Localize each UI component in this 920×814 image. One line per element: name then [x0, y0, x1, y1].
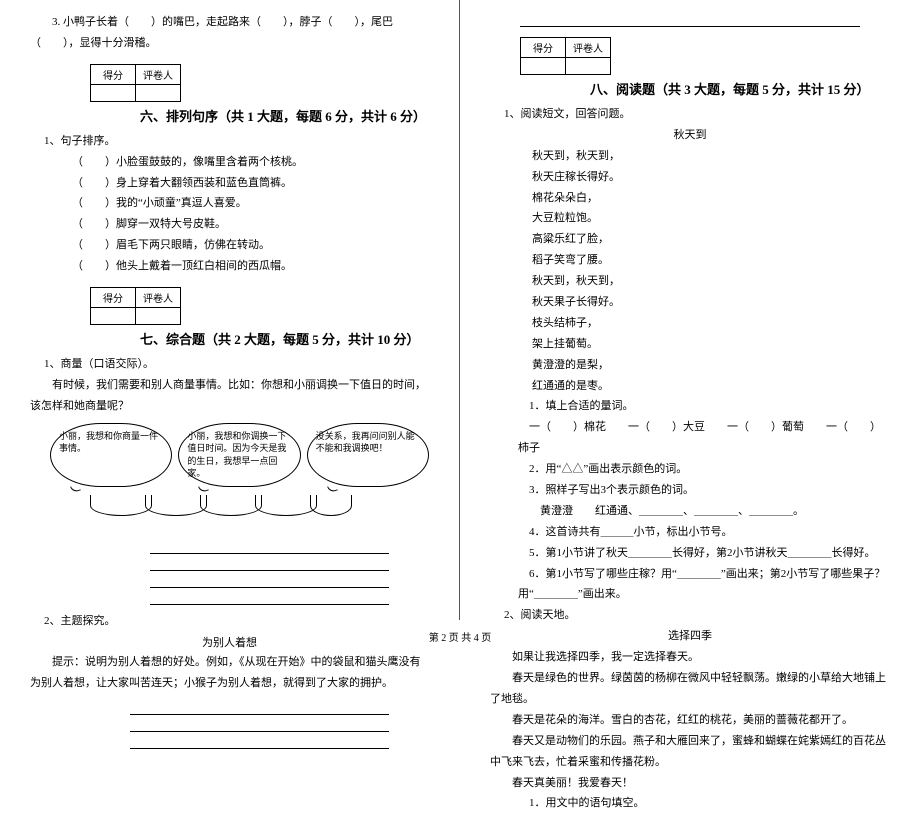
sec7-2-body: 提示：说明为别人着想的好处。例如，《从现在开始》中的袋鼠和猫头鹰没有为别人着想，…: [30, 652, 429, 694]
poem-l8: 秋天果子长得好。: [490, 292, 890, 313]
poem-l2: 棉花朵朵白，: [490, 188, 890, 209]
answer-lines-1: [150, 537, 389, 605]
sec7-1-body: 有时候，我们需要和别人商量事情。比如：你想和小丽调换一下值日的时间，该怎样和她商…: [30, 375, 429, 417]
left-column: 3. 小鸭子长着（ ）的嘴巴，走起路来（ ），脖子（ ），尾巴（ ），显得十分滑…: [0, 0, 460, 620]
grader-cell: [136, 84, 181, 101]
score-table-6: 得分 评卷人: [90, 64, 181, 102]
q3-line: 3. 小鸭子长着（ ）的嘴巴，走起路来（ ），脖子（ ），尾巴（ ），显得十分滑…: [30, 12, 429, 54]
poem-l5: 稻子笑弯了腰。: [490, 250, 890, 271]
para3: 春天是花朵的海洋。雪白的杏花，红红的桃花，美丽的蔷薇花都开了。: [490, 710, 890, 731]
rq2: 2．用“△△”画出表示颜色的词。: [490, 459, 890, 480]
sec6-l3: （ ）脚穿一双特大号皮鞋。: [30, 214, 429, 235]
sec6-l1: （ ）身上穿着大翻领西装和蓝色直筒裤。: [30, 173, 429, 194]
poem-l3: 大豆粒粒饱。: [490, 208, 890, 229]
read-q1: 1．用文中的语句填空。: [490, 793, 890, 814]
speech-bubble-1: 小丽，我想和你商量一件事情。: [50, 423, 172, 487]
sec8-1: 1、阅读短文，回答问题。: [490, 104, 890, 125]
score-cell: [91, 84, 136, 101]
poem-l12: 红通通的是枣。: [490, 376, 890, 397]
sec6-l2: （ ）我的“小顽童”真逗人喜爱。: [30, 193, 429, 214]
section-6-title: 六、排列句序（共 1 大题，每题 6 分，共计 6 分）: [30, 106, 429, 125]
section-8-title: 八、阅读题（共 3 大题，每题 5 分，共计 15 分）: [490, 79, 890, 98]
answer-lines-2: [130, 698, 389, 749]
sec8-2: 2、阅读天地。: [490, 605, 890, 626]
poem-l1: 秋天庄稼长得好。: [490, 167, 890, 188]
score-table-7: 得分 评卷人: [90, 287, 181, 325]
score-table-8: 得分 评卷人: [520, 37, 611, 75]
grader-cell: [136, 308, 181, 325]
thought-cloud: [90, 495, 350, 531]
poem-l0: 秋天到，秋天到，: [490, 146, 890, 167]
page-footer: 第 2 页 共 4 页: [0, 629, 920, 644]
poem-l4: 高粱乐红了脸，: [490, 229, 890, 250]
rq1: 1．填上合适的量词。: [490, 396, 890, 417]
poem-l11: 黄澄澄的是梨，: [490, 355, 890, 376]
speech-bubble-2: 小丽，我想和你调换一下值日时间。因为今天是我的生日，我想早一点回家。: [178, 423, 300, 487]
poem-l7: 秋天到，秋天到，: [490, 271, 890, 292]
para5: 春天真美丽！我爱春天！: [490, 773, 890, 794]
bubble-row: 小丽，我想和你商量一件事情。 小丽，我想和你调换一下值日时间。因为今天是我的生日…: [50, 423, 429, 487]
poem-l9: 枝头结柿子，: [490, 313, 890, 334]
rq3: 3．照样子写出3个表示颜色的词。: [490, 480, 890, 501]
poem-l10: 架上挂葡萄。: [490, 334, 890, 355]
rq5: 5．第1小节讲了秋天＿＿＿＿长得好，第2小节讲秋天＿＿＿＿长得好。: [490, 543, 890, 564]
speech-bubble-3: 没关系，我再问问别人能不能和我调换吧！: [307, 423, 429, 487]
para1: 如果让我选择四季，我一定选择春天。: [490, 647, 890, 668]
para4: 春天又是动物们的乐园。燕子和大雁回来了，蜜蜂和蝴蝶在姹紫嫣红的百花丛中飞来飞去，…: [490, 731, 890, 773]
sec6-l0: （ ）小脸蛋鼓鼓的，像嘴里含着两个核桃。: [30, 152, 429, 173]
rq4: 4．这首诗共有＿＿＿小节，标出小节号。: [490, 522, 890, 543]
sec6-l4: （ ）眉毛下两只眼睛，仿佛在转动。: [30, 235, 429, 256]
score-th: 得分: [91, 64, 136, 84]
sec7-1: 1、商量（口语交际）。: [30, 354, 429, 375]
para2: 春天是绿色的世界。绿茵茵的杨柳在微风中轻轻飘荡。嫩绿的小草给大地铺上了地毯。: [490, 668, 890, 710]
top-underline: [520, 12, 860, 27]
right-column: 得分 评卷人 八、阅读题（共 3 大题，每题 5 分，共计 15 分） 1、阅读…: [460, 0, 920, 620]
rq6: 6．第1小节写了哪些庄稼？用“＿＿＿＿”画出来；第2小节写了哪些果子？用“＿＿＿…: [490, 564, 890, 606]
score-cell: [521, 58, 566, 75]
grader-th: 评卷人: [566, 38, 611, 58]
rq1-line: 一（ ）棉花 一（ ）大豆 一（ ）葡萄 一（ ）柿子: [490, 417, 890, 459]
sec6-1: 1、句子排序。: [30, 131, 429, 152]
score-cell: [91, 308, 136, 325]
grader-th: 评卷人: [136, 64, 181, 84]
section-7-title: 七、综合题（共 2 大题，每题 5 分，共计 10 分）: [30, 329, 429, 348]
grader-th: 评卷人: [136, 288, 181, 308]
grader-cell: [566, 58, 611, 75]
score-th: 得分: [521, 38, 566, 58]
score-th: 得分: [91, 288, 136, 308]
page: 3. 小鸭子长着（ ）的嘴巴，走起路来（ ），脖子（ ），尾巴（ ），显得十分滑…: [0, 0, 920, 620]
poem-title: 秋天到: [490, 125, 890, 146]
sec6-l5: （ ）他头上戴着一顶红白相间的西瓜帽。: [30, 256, 429, 277]
rq3-line: 黄澄澄 红通通、＿＿＿＿、＿＿＿＿、＿＿＿＿。: [490, 501, 890, 522]
